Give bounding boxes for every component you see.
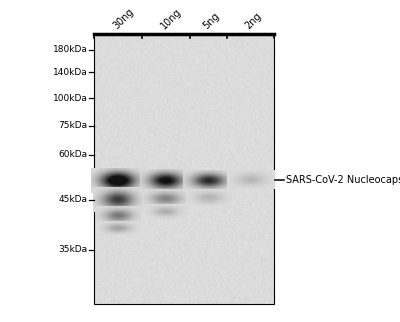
Text: 100kDa: 100kDa xyxy=(53,94,88,103)
Text: 180kDa: 180kDa xyxy=(53,45,88,54)
Text: 10ng: 10ng xyxy=(159,7,184,31)
Text: 60kDa: 60kDa xyxy=(58,150,88,159)
Bar xyxy=(94,34,274,304)
Text: 5ng: 5ng xyxy=(202,11,222,31)
Text: 45kDa: 45kDa xyxy=(58,195,88,204)
Text: 140kDa: 140kDa xyxy=(53,68,88,77)
Text: 2ng: 2ng xyxy=(244,11,264,31)
Text: 30ng: 30ng xyxy=(111,7,136,31)
Text: 35kDa: 35kDa xyxy=(58,245,88,254)
Text: 75kDa: 75kDa xyxy=(58,121,88,130)
Text: SARS-CoV-2 Nucleocapsid: SARS-CoV-2 Nucleocapsid xyxy=(286,175,400,185)
